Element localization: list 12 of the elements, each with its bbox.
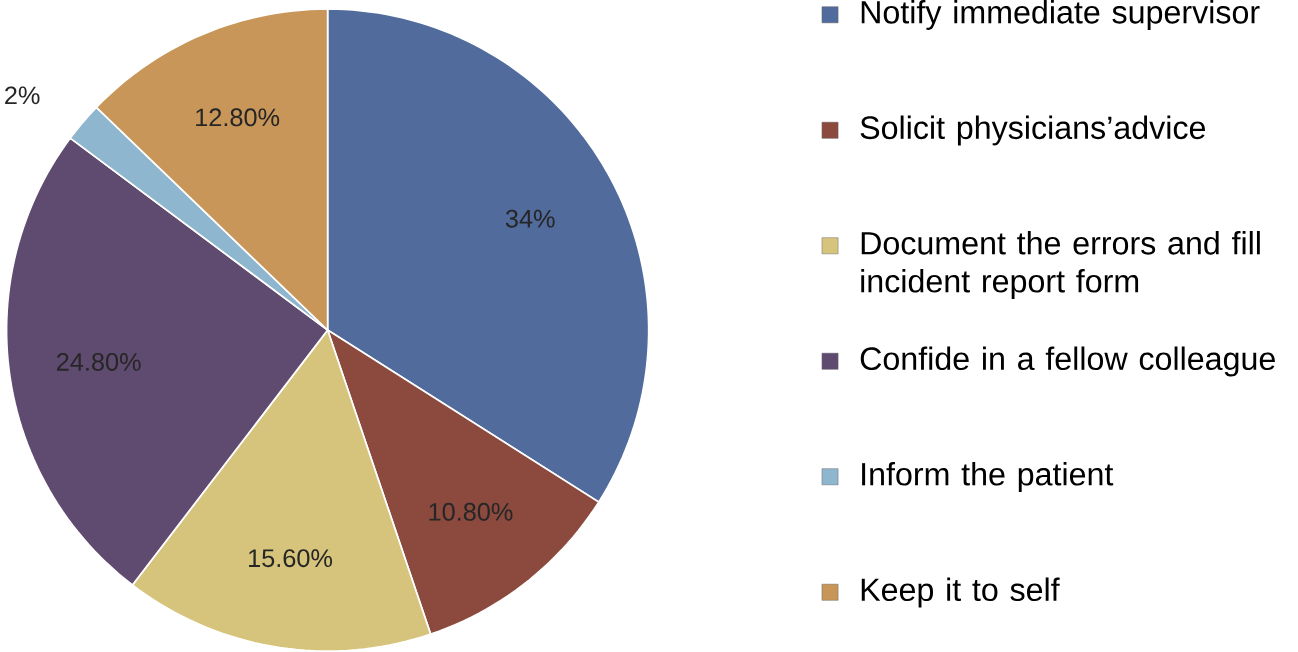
data-label: 12.80% [196,108,280,127]
data-label: 15.60% [249,549,333,568]
legend-label: Keep it to self [861,577,1060,608]
legend-label: Confide in a fellow colleague [860,346,1275,377]
data-label: 24.80% [57,352,141,371]
data-label: 10.80% [429,502,513,521]
legend-label: Inform the patient [862,461,1114,492]
data-label: 34% [505,209,555,228]
legend-label: Document the errors and fill incident report form [861,230,1260,299]
legend-label: Solicit physicians’advice [860,115,1206,146]
data-label: 2% [5,86,40,105]
legend-label: Notify immediate supervisor [861,0,1260,31]
